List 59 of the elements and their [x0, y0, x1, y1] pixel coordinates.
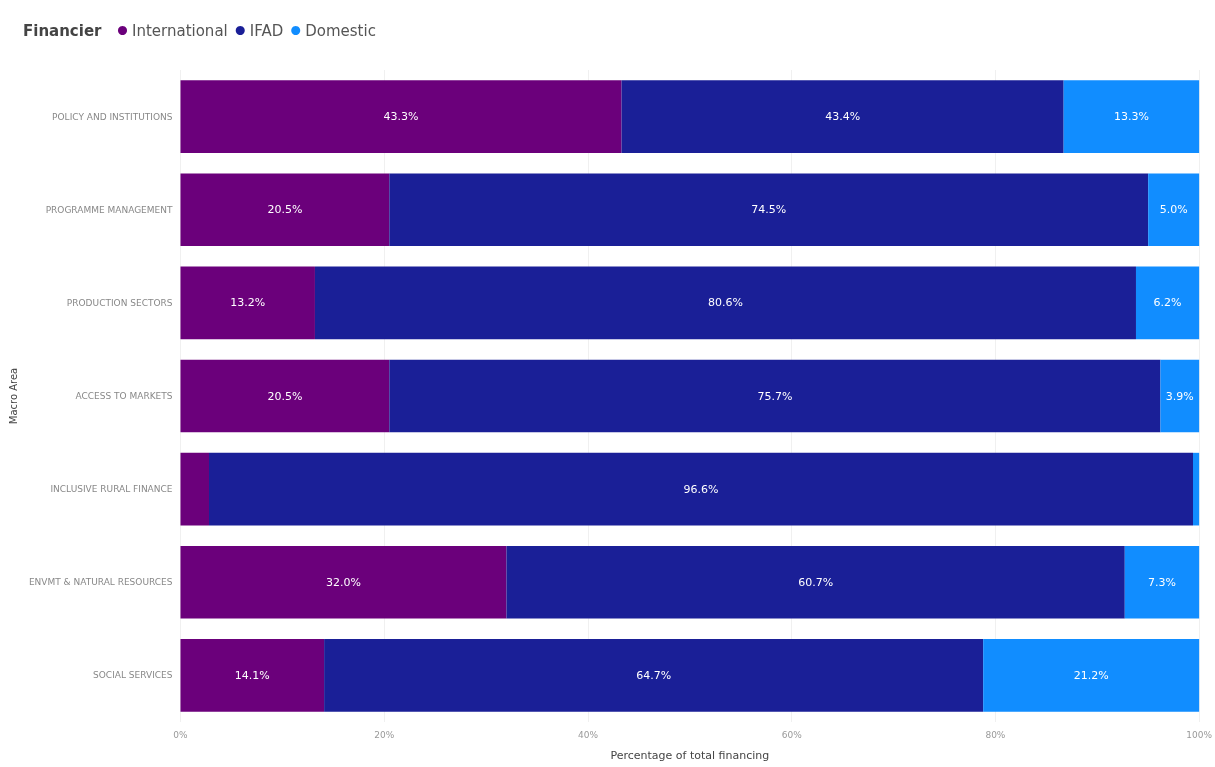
bar: [389, 359, 1161, 433]
data-label: 80.6%: [707, 296, 743, 310]
bar: [1160, 359, 1200, 433]
data-label: 43.4%: [825, 110, 861, 124]
bar: [180, 173, 390, 247]
data-label: 13.2%: [230, 296, 266, 310]
legend-label: International: [132, 21, 228, 40]
data-label: 3.9%: [1165, 389, 1194, 403]
data-label: 21.2%: [1073, 668, 1109, 682]
y-axis-title: Macro Area: [7, 367, 19, 425]
x-tick-label: 80%: [985, 729, 1006, 740]
data-label: 20.5%: [267, 389, 303, 403]
y-tick-label: ACCESS TO MARKETS: [75, 391, 173, 401]
data-label: 5.0%: [1159, 203, 1188, 217]
bar: [314, 266, 1136, 340]
bar: [1135, 266, 1200, 340]
x-tick-label: 100%: [1186, 729, 1213, 740]
bar: [209, 452, 1194, 526]
bar: [180, 545, 507, 619]
data-label: 43.3%: [383, 110, 419, 124]
y-tick-label: SOCIAL SERVICES: [93, 670, 173, 681]
y-tick-label: ENVMT & NATURAL RESOURCES: [28, 577, 173, 588]
data-label: 6.2%: [1153, 296, 1182, 310]
bar: [324, 639, 984, 712]
bar: [1193, 452, 1200, 526]
legend-title: Financier: [23, 21, 103, 40]
data-label: 75.7%: [757, 389, 793, 403]
bar: [1124, 545, 1200, 619]
x-tick-label: 40%: [577, 729, 599, 740]
bar: [180, 359, 390, 433]
bar: [180, 266, 315, 340]
bar: [1063, 80, 1200, 153]
bar: [1148, 173, 1200, 247]
data-label: 96.6%: [683, 482, 719, 496]
bar: [506, 545, 1125, 619]
data-label: 13.3%: [1113, 110, 1149, 124]
y-tick-label: POLICY AND INSTITUTIONS: [52, 111, 173, 122]
x-tick-label: 60%: [781, 729, 803, 740]
x-tick-label: 20%: [374, 729, 395, 740]
data-label: 64.7%: [636, 668, 672, 682]
y-tick-label: PROGRAMME MANAGEMENT: [45, 204, 173, 215]
bar: [180, 80, 622, 153]
data-label: 7.3%: [1147, 575, 1176, 589]
x-axis-title: Percentage of total financing: [610, 749, 770, 762]
x-tick-label: 0%: [173, 729, 189, 740]
data-label: 32.0%: [325, 575, 361, 589]
legend-label: IFAD: [249, 21, 284, 40]
y-tick-label: INCLUSIVE RURAL FINANCE: [50, 484, 173, 495]
bar: [983, 639, 1200, 712]
legend-label: Domestic: [305, 21, 376, 40]
data-label: 60.7%: [798, 575, 834, 589]
bar: [621, 80, 1064, 153]
bar: [389, 173, 1149, 247]
data-label: 74.5%: [751, 203, 787, 217]
bar: [180, 639, 325, 712]
y-tick-label: PRODUCTION SECTORS: [66, 297, 173, 308]
data-label: 14.1%: [234, 668, 270, 682]
data-label: 20.5%: [267, 203, 303, 217]
bar: [180, 452, 210, 526]
